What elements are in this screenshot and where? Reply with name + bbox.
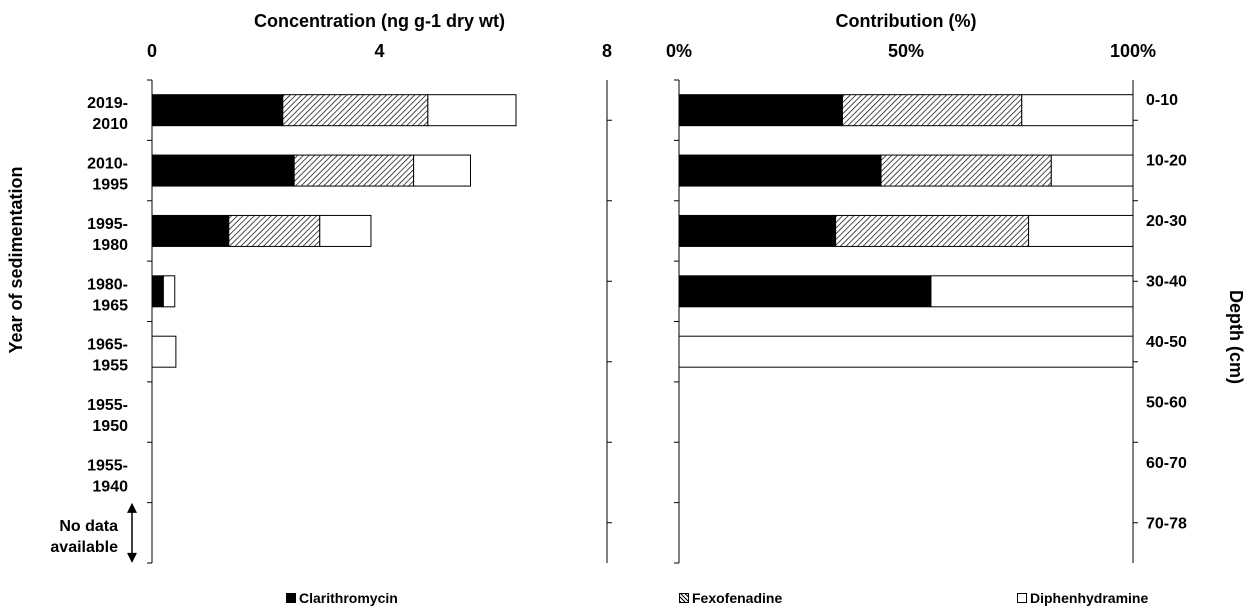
bar-diphenhydramine-0-10 xyxy=(1021,94,1134,127)
category-label-line1: 1995- xyxy=(87,216,128,233)
category-label-line2: 1980 xyxy=(92,237,128,254)
category-label-line1: No data xyxy=(59,518,118,535)
plot-title: Concentration (ng g-1 dry wt) xyxy=(254,11,505,31)
depth-label: 50-60 xyxy=(1146,395,1187,412)
category-label-line1: 1980- xyxy=(87,276,128,293)
category-label-line1: 2010- xyxy=(87,156,128,173)
x-tick-label: 4 xyxy=(374,41,384,61)
category-label-line2: 1995 xyxy=(92,177,128,194)
x-tick-label: 100% xyxy=(1110,41,1156,61)
legend-swatch-hatch xyxy=(679,593,689,603)
bar-diphenhydramine-1980-1965 xyxy=(162,275,176,308)
category-label-line1: 1965- xyxy=(87,337,128,354)
category-label-line2: 2010 xyxy=(92,116,128,133)
bar-fexofenadine-2019-2010 xyxy=(282,94,429,127)
depth-label: 30-40 xyxy=(1146,274,1187,291)
no-data-arrow-head-up xyxy=(127,502,137,513)
legend-clarithromycin: Clarithromycin xyxy=(286,590,398,606)
legend-label-fexofenadine: Fexofenadine xyxy=(692,590,783,606)
depth-label: 20-30 xyxy=(1146,213,1187,230)
depth-label: 60-70 xyxy=(1146,455,1187,472)
bar-clarithromycin-2019-2010 xyxy=(151,94,284,127)
concentration-plot: 0 4 8 Concentration (ng g-1 dry wt) 2019- 201… xyxy=(6,11,612,564)
bar-diphenhydramine-1995-1980 xyxy=(319,214,372,247)
bar-fexofenadine-0-10 xyxy=(841,94,1023,127)
bar-fexofenadine-10-20 xyxy=(880,154,1052,187)
category-label-line2: 1940 xyxy=(92,478,128,495)
bar-clarithromycin-30-40 xyxy=(678,275,932,308)
bar-clarithromycin-2010-1995 xyxy=(151,154,295,187)
legend-label-diphenhydramine: Diphenhydramine xyxy=(1030,590,1149,606)
bar-diphenhydramine-30-40 xyxy=(930,275,1134,308)
bar-fexofenadine-20-30 xyxy=(835,214,1030,247)
depth-label: 10-20 xyxy=(1146,153,1187,170)
category-label-line2: available xyxy=(50,539,118,556)
bar-fexofenadine-1995-1980 xyxy=(228,214,321,247)
x-tick-label: 0% xyxy=(666,41,692,61)
bar-diphenhydramine-1965-1955 xyxy=(151,335,177,368)
bar-diphenhydramine-2019-2010 xyxy=(427,94,517,127)
legend-fexofenadine: Fexofenadine xyxy=(679,590,782,606)
y-axis-title: Year of sedimentation xyxy=(6,166,26,353)
depth-label: 0-10 xyxy=(1146,92,1178,109)
category-label-line2: 1950 xyxy=(92,418,128,435)
bar-diphenhydramine-20-30 xyxy=(1028,214,1134,247)
bar-diphenhydramine-2010-1995 xyxy=(413,154,471,187)
bar-clarithromycin-20-30 xyxy=(678,214,837,247)
bar-clarithromycin-1980-1965 xyxy=(151,275,164,308)
bar-diphenhydramine-40-50 xyxy=(678,335,1134,368)
depth-label: 40-50 xyxy=(1146,334,1187,351)
x-tick-label: 50% xyxy=(888,41,924,61)
contribution-plot: 0% 50% 100% Contribution (%) 0-10 10-20 20-30 3… xyxy=(666,11,1246,564)
legend-swatch-solid xyxy=(286,593,296,603)
bar-clarithromycin-10-20 xyxy=(678,154,882,187)
x-tick-label: 0 xyxy=(147,41,157,61)
category-label-line1: 1955- xyxy=(87,457,128,474)
bar-clarithromycin-1995-1980 xyxy=(151,214,230,247)
bar-fexofenadine-2010-1995 xyxy=(293,154,415,187)
x-tick-label: 8 xyxy=(602,41,612,61)
depth-label: 70-78 xyxy=(1146,516,1187,533)
category-label-line2: 1955 xyxy=(92,358,128,375)
bar-diphenhydramine-10-20 xyxy=(1050,154,1134,187)
legend-label-clarithromycin: Clarithromycin xyxy=(299,590,398,606)
legend-diphenhydramine: Diphenhydramine xyxy=(1017,590,1148,606)
legend-swatch-white xyxy=(1017,593,1027,603)
no-data-arrow-head-down xyxy=(127,552,137,563)
bar-clarithromycin-0-10 xyxy=(678,94,843,127)
y-axis-title-right: Depth (cm) xyxy=(1226,290,1246,384)
category-label-line1: 2019- xyxy=(87,95,128,112)
category-label-line2: 1965 xyxy=(92,297,128,314)
plot-title: Contribution (%) xyxy=(836,11,977,31)
category-label-line1: 1955- xyxy=(87,397,128,414)
